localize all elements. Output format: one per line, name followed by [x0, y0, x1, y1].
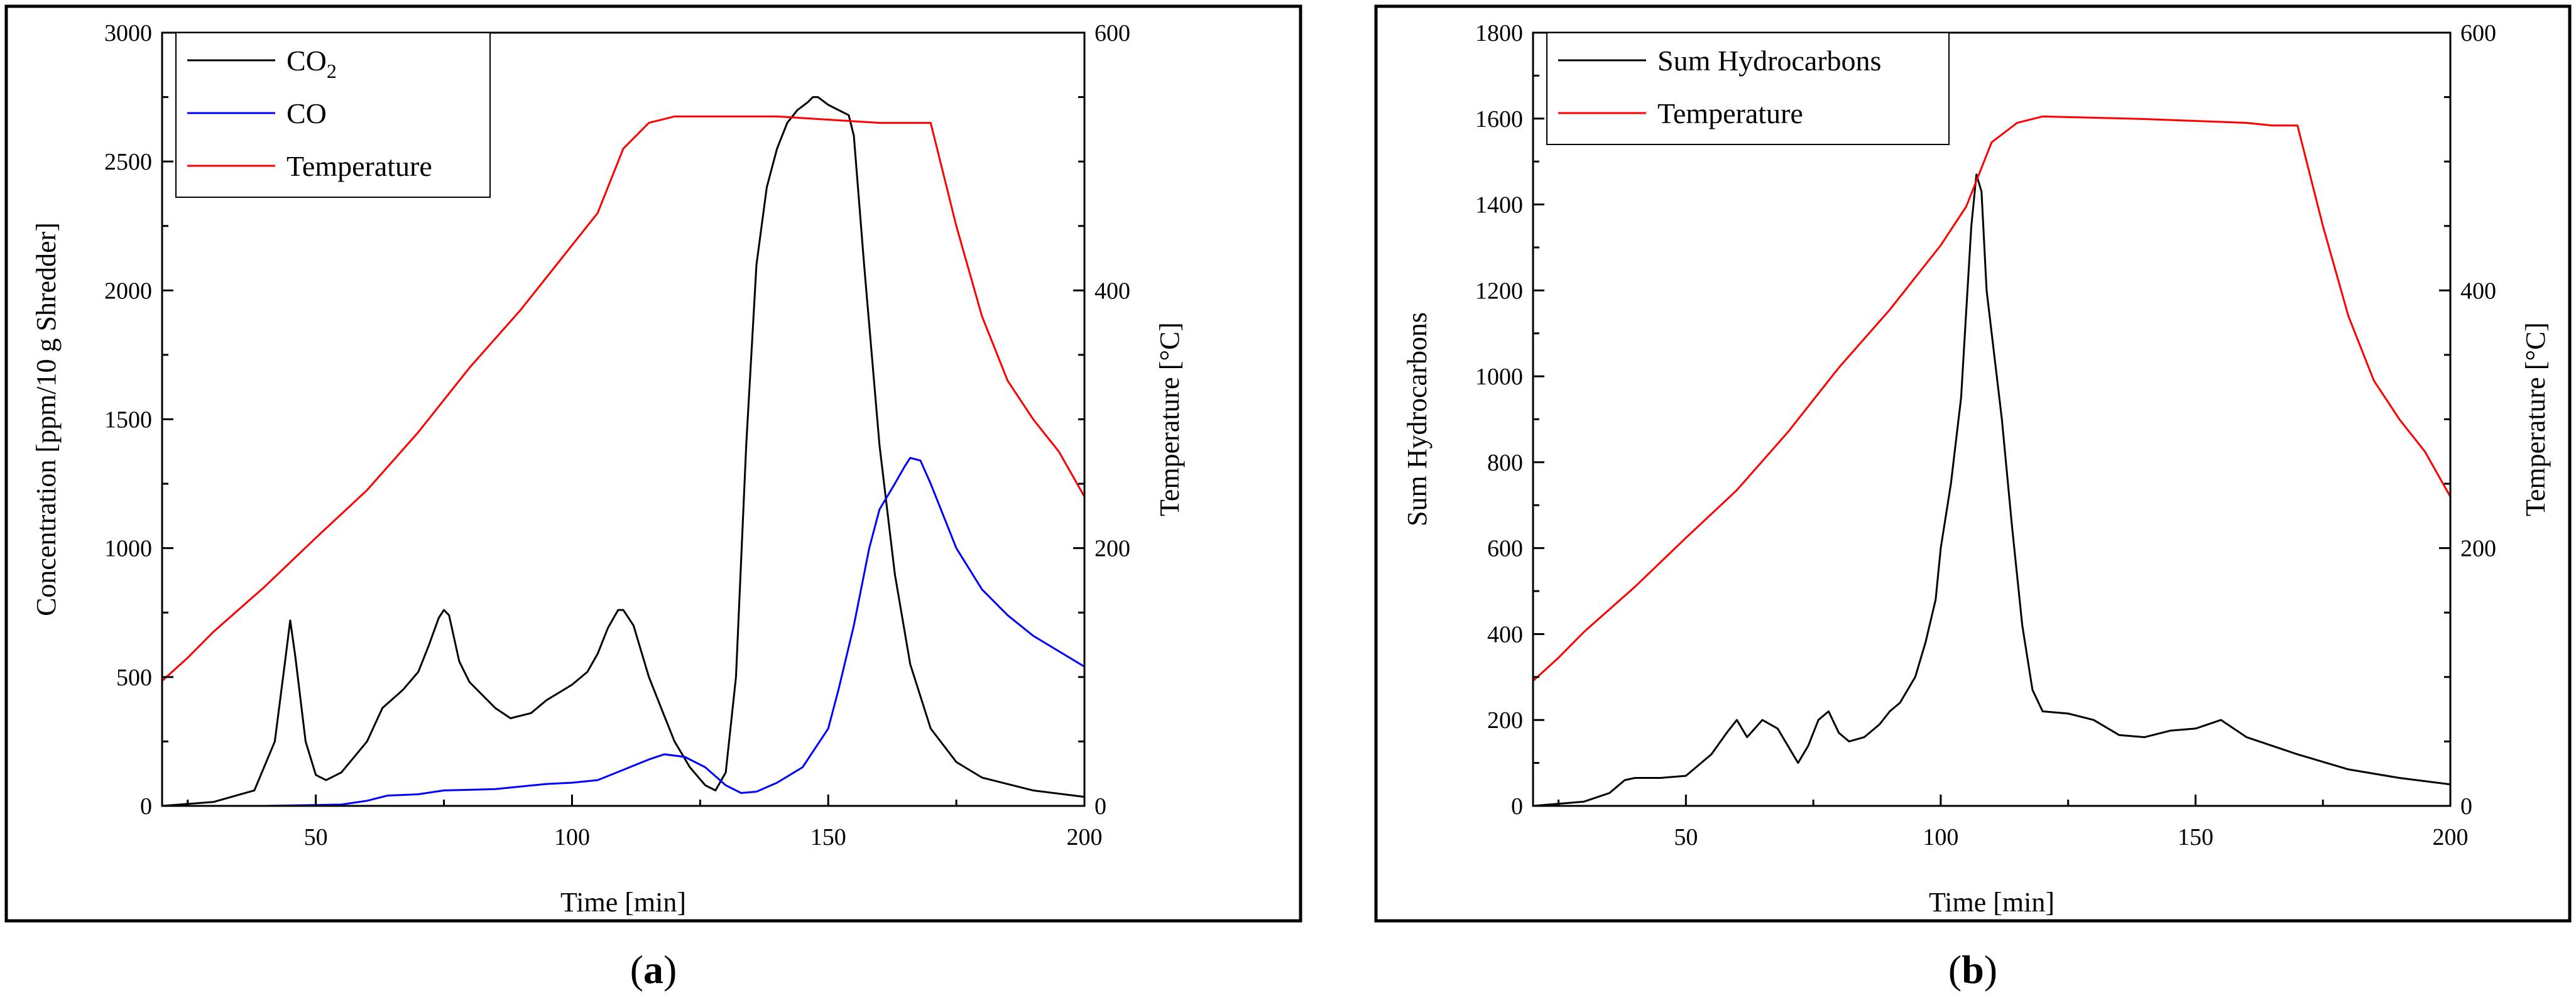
y-tick-label: 3000 [104, 20, 152, 46]
panel-frame [1374, 4, 2572, 923]
legend-label-subscript: 2 [327, 60, 337, 82]
series-lines [162, 96, 1084, 806]
series-lines [1533, 115, 2450, 806]
panel-caption-part: ) [663, 947, 677, 992]
x-axis-label: Time [min] [560, 887, 686, 918]
y2-tick-label: 0 [1094, 793, 1106, 820]
y2-axis-label: Temperature [°C] [2520, 322, 2551, 516]
panel-caption: (a) [630, 947, 677, 992]
series-line-temperature [1533, 115, 2450, 682]
legend: Sum Hydrocarbons Temperature [1546, 32, 1950, 145]
series-line-sum-hydrocarbons [1533, 173, 2450, 806]
y2-tick-label: 0 [2460, 793, 2472, 820]
y2-tick-label: 400 [1094, 278, 1130, 304]
x-tick-label: 50 [304, 824, 328, 850]
x-tick-label: 200 [2433, 824, 2469, 850]
y-tick-label: 1600 [1475, 106, 1523, 133]
legend-box [1546, 32, 1950, 145]
y2-tick-label: 200 [1094, 536, 1130, 562]
series-line-temperature [162, 115, 1084, 682]
y2-tick-label: 400 [2460, 278, 2496, 304]
legend-label: Sum Hydrocarbons [1657, 45, 1881, 77]
series-line-co2 [162, 96, 1084, 806]
panel-a: 50 100 150 20005001000150020002500300002004… [4, 4, 1302, 992]
y-tick-label: 1000 [1475, 364, 1523, 390]
y-tick-label: 800 [1487, 450, 1523, 476]
y-tick-label: 1200 [1475, 278, 1523, 304]
legend-label: CO [287, 97, 327, 129]
plot-area [1532, 31, 2452, 807]
x-tick-label: 200 [1067, 824, 1103, 850]
panel-frame [4, 4, 1302, 923]
x-axis-label: Time [min] [1929, 887, 2055, 918]
y2-tick-label: 600 [2460, 20, 2496, 46]
y-tick-label: 1000 [104, 536, 152, 562]
x-tick-label: 50 [1674, 824, 1698, 850]
legend-label: Temperature [1657, 97, 1803, 129]
y-tick-label: 0 [140, 793, 152, 820]
y-tick-label: 1400 [1475, 192, 1523, 219]
y2-tick-label: 600 [1094, 20, 1130, 46]
x-tick-label: 100 [1923, 824, 1958, 850]
y-tick-label: 500 [116, 665, 152, 691]
y2-axis-label: Temperature [°C] [1154, 322, 1185, 516]
x-tick-label: 100 [554, 824, 590, 850]
y-tick-label: 2000 [104, 278, 152, 304]
panel-caption-part: ( [630, 947, 643, 992]
legend: CO2 CO Temperature [175, 32, 491, 198]
y2-tick-label: 200 [2460, 536, 2496, 562]
y-tick-label: 600 [1487, 536, 1523, 562]
series-line-co [162, 457, 1084, 806]
legend-label: CO2 [287, 45, 337, 82]
y-axis-label: Concentration [ppm/10 g Shredder] [31, 222, 62, 616]
y-tick-label: 2500 [104, 149, 152, 175]
panel-b: 50 100 150 200 0 200 400 600 800 1000 1200 1400 1600… [1374, 4, 2572, 992]
y-axis-label: Sum Hydrocarbons [1402, 312, 1433, 526]
x-tick-label: 150 [2178, 824, 2213, 850]
panel-caption-part: ) [1984, 947, 1997, 992]
y-tick-label: 200 [1487, 707, 1523, 734]
panel-caption: (b) [1948, 947, 1997, 992]
y-tick-label: 1800 [1475, 20, 1523, 46]
panel-caption-part: b [1962, 947, 1984, 992]
panel-caption-part: a [643, 947, 663, 992]
y-tick-label: 1500 [104, 407, 152, 433]
x-tick-label: 150 [810, 824, 846, 850]
panel-caption-part: ( [1948, 947, 1962, 992]
legend-label: Temperature [287, 150, 432, 182]
y-tick-label: 0 [1511, 793, 1523, 820]
y-tick-label: 400 [1487, 621, 1523, 648]
